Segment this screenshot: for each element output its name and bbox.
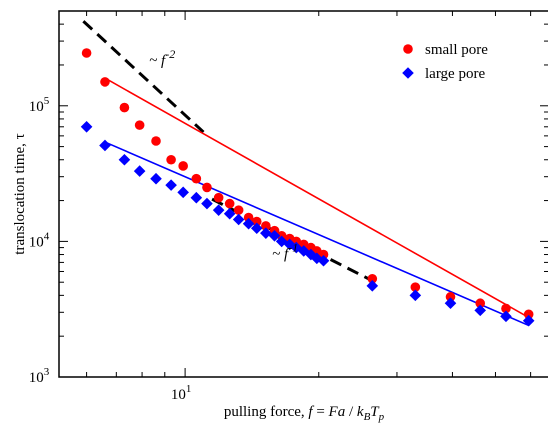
annotations: ~ f-2 ~ f-1 <box>149 47 298 262</box>
legend-marker <box>403 44 413 54</box>
data-point-small-pore <box>202 182 212 193</box>
y-axis-label: translocation time, τ <box>12 133 28 254</box>
tick-labels: 103 104 105 101 <box>29 95 192 403</box>
data-point-small-pore <box>213 192 224 203</box>
data-point-small-pore <box>410 282 421 292</box>
data-markers <box>80 48 535 327</box>
data-point-large-pore <box>474 304 487 317</box>
data-point-large-pore <box>150 172 162 185</box>
y-tick-label: 105 <box>29 95 50 115</box>
data-point-small-pore <box>166 154 176 165</box>
guide-line <box>82 20 205 134</box>
y-tick-label: 103 <box>29 366 50 386</box>
x-axis-label: pulling force, f = Fa / kBTp <box>224 404 385 423</box>
data-point-small-pore <box>251 216 262 227</box>
fit-line <box>104 77 530 319</box>
data-point-large-pore <box>522 314 535 327</box>
legend-label: small pore <box>425 42 488 58</box>
x-tick-label: 101 <box>171 383 192 403</box>
data-point-large-pore <box>99 139 111 152</box>
data-point-large-pore <box>118 153 131 166</box>
legend-marker <box>402 67 414 79</box>
data-point-large-pore <box>268 229 281 242</box>
data-point-small-pore <box>261 221 271 231</box>
data-point-small-pore <box>134 120 145 130</box>
data-point-small-pore <box>81 48 92 58</box>
data-point-small-pore <box>233 205 244 215</box>
data-point-large-pore <box>317 254 330 267</box>
data-point-large-pore <box>260 227 272 239</box>
data-point-small-pore <box>151 136 161 146</box>
legend: small pore large pore <box>402 42 488 82</box>
data-point-small-pore <box>224 198 235 209</box>
data-point-large-pore <box>250 222 263 235</box>
data-point-large-pore <box>275 235 288 248</box>
data-point-large-pore <box>290 241 303 254</box>
data-point-small-pore <box>298 239 309 250</box>
data-point-large-pore <box>212 204 225 216</box>
data-point-large-pore <box>297 245 310 257</box>
data-point-small-pore <box>243 212 254 223</box>
data-point-small-pore <box>367 273 378 284</box>
slope-annotation: ~ f-1 <box>272 240 298 262</box>
data-point-large-pore <box>500 310 512 323</box>
fit-lines <box>104 77 530 327</box>
legend-label: large pore <box>425 66 485 82</box>
data-point-large-pore <box>444 297 457 310</box>
data-point-large-pore <box>223 207 236 220</box>
data-point-large-pore <box>409 289 422 302</box>
data-point-large-pore <box>366 280 379 292</box>
data-point-large-pore <box>80 120 93 133</box>
data-point-large-pore <box>165 179 177 191</box>
data-point-small-pore <box>523 309 534 320</box>
data-point-large-pore <box>283 238 296 251</box>
data-point-small-pore <box>178 161 188 171</box>
data-point-small-pore <box>445 292 456 302</box>
slope-annotation: ~ f-2 <box>149 47 175 69</box>
axis-ticks <box>59 10 548 378</box>
data-point-large-pore <box>177 186 189 199</box>
plot-frame <box>58 10 548 378</box>
data-point-large-pore <box>190 191 203 204</box>
fit-line <box>104 141 530 327</box>
y-tick-label: 104 <box>29 230 50 250</box>
data-point-large-pore <box>242 217 255 230</box>
data-point-small-pore <box>475 298 486 309</box>
data-point-large-pore <box>133 165 146 177</box>
data-point-small-pore <box>119 102 130 113</box>
data-point-small-pore <box>100 77 110 87</box>
data-point-small-pore <box>191 173 202 184</box>
data-point-large-pore <box>201 197 213 210</box>
data-point-large-pore <box>232 213 245 226</box>
data-point-small-pore <box>501 303 511 314</box>
